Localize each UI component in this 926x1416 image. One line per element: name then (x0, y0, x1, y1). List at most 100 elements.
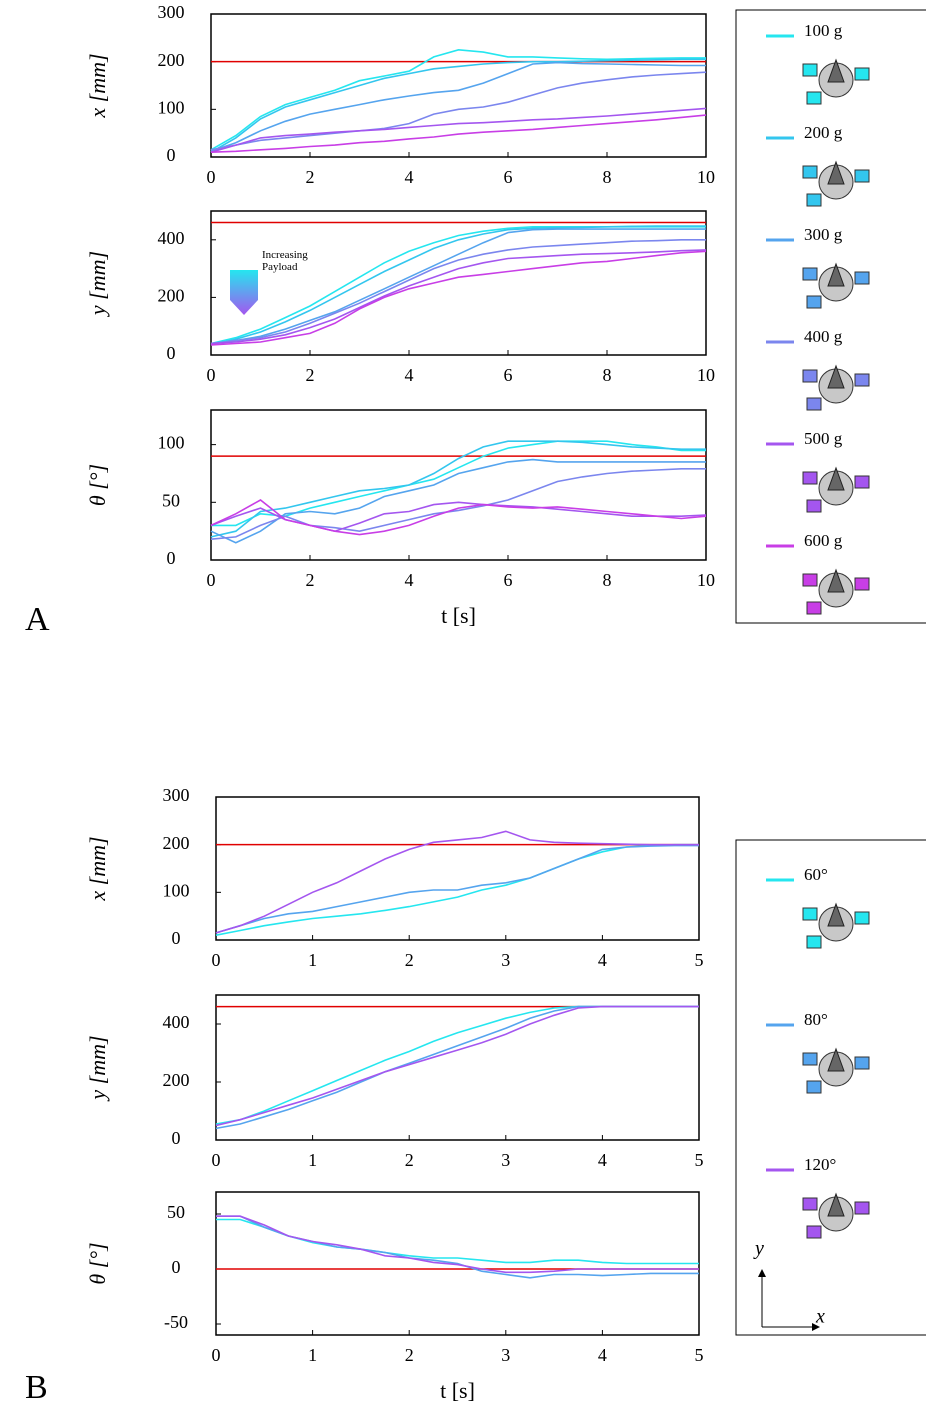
x-tick-label: 6 (504, 365, 513, 385)
series-line (216, 1215, 699, 1274)
series-line (210, 114, 707, 153)
robot-module (854, 1201, 870, 1215)
legend-label: 300 g (804, 225, 843, 244)
x-tick-label: 4 (598, 1345, 607, 1365)
robot-payload (827, 58, 845, 83)
robot-module (802, 907, 818, 921)
series-line (215, 1005, 699, 1125)
robot-module (854, 67, 870, 81)
x-tick-label: 2 (405, 950, 414, 970)
x-tick-label: 5 (695, 1150, 704, 1170)
x-tick-label: 5 (695, 950, 704, 970)
x-tick-label: 10 (697, 365, 715, 385)
y-tick-label: 0 (167, 145, 176, 165)
axis-name: x (815, 1306, 825, 1328)
robot-module (854, 911, 870, 925)
robot-module (854, 577, 870, 591)
robot-module (806, 193, 822, 207)
plot-frame (215, 796, 700, 941)
y-tick-label: 0 (167, 548, 176, 568)
robot-module (854, 373, 870, 387)
series-line (210, 48, 706, 151)
y-tick-label: 400 (158, 228, 185, 248)
x-tick-label: 2 (405, 1345, 414, 1365)
robot-payload (827, 364, 845, 389)
y-axis-label: θ [°] (85, 1242, 110, 1284)
robot-module (806, 601, 822, 615)
x-tick-label: 0 (207, 167, 216, 187)
annotation: Increasing Payload (262, 249, 308, 273)
robot-payload (827, 1192, 845, 1217)
robot-payload (827, 902, 845, 927)
robot-module (806, 397, 822, 411)
series-line (210, 61, 706, 153)
robot-module (802, 471, 818, 485)
x-axis-label: t [s] (441, 603, 476, 628)
y-tick-label: -50 (164, 1312, 188, 1332)
x-tick-label: 3 (501, 1150, 510, 1170)
series-line (210, 458, 706, 544)
series-line (215, 1005, 699, 1130)
series-line (210, 249, 707, 345)
x-tick-label: 2 (405, 1150, 414, 1170)
robot-module (806, 295, 822, 309)
y-axis-label: θ [°] (85, 464, 110, 506)
x-tick-label: 2 (306, 365, 315, 385)
x-tick-label: 4 (598, 950, 607, 970)
x-tick-label: 2 (306, 167, 315, 187)
x-tick-label: 4 (405, 167, 414, 187)
x-tick-label: 10 (697, 570, 715, 590)
legend-label: 120° (804, 1155, 836, 1174)
y-tick-label: 200 (163, 833, 190, 853)
series-line (210, 228, 706, 345)
payload-arrow (230, 270, 258, 315)
robot-module (806, 1080, 822, 1094)
x-tick-label: 0 (212, 1150, 221, 1170)
series-line (210, 499, 707, 536)
x-tick-label: 6 (504, 167, 513, 187)
robot-module (806, 935, 822, 949)
series-line (210, 58, 706, 153)
series-line (211, 440, 706, 527)
y-axis-label: x [mm] (85, 836, 110, 901)
x-tick-label: 8 (603, 570, 612, 590)
robot-payload (827, 1047, 845, 1072)
robot-module (802, 573, 818, 587)
axis-arrowhead (758, 1269, 766, 1277)
plot-frame (210, 210, 707, 356)
robot-module (802, 1197, 818, 1211)
x-tick-label: 5 (695, 1345, 704, 1365)
robot-payload (827, 568, 845, 593)
y-tick-label: 50 (167, 1202, 185, 1222)
robot-module (802, 63, 818, 77)
plot-frame (210, 409, 707, 561)
robot-module (854, 169, 870, 183)
series-line (210, 468, 706, 540)
legend-label: 500 g (804, 429, 843, 448)
axis-name: y (753, 1238, 764, 1260)
series-line (210, 440, 706, 538)
legend-label: 100 g (804, 21, 843, 40)
robot-module (802, 267, 818, 281)
robot-module (854, 1056, 870, 1070)
x-tick-label: 8 (603, 365, 612, 385)
y-tick-label: 400 (163, 1012, 190, 1032)
legend-label: 400 g (804, 327, 843, 346)
y-tick-label: 0 (172, 928, 181, 948)
robot-module (802, 369, 818, 383)
x-tick-label: 0 (212, 950, 221, 970)
x-tick-label: 3 (501, 950, 510, 970)
y-tick-label: 200 (158, 50, 185, 70)
series-line (210, 250, 707, 346)
series-line (210, 239, 706, 345)
y-tick-label: 100 (158, 97, 185, 117)
legend-frame (735, 839, 926, 1336)
robot-payload (827, 160, 845, 185)
y-axis-label: x [mm] (85, 53, 110, 118)
robot-module (802, 1052, 818, 1066)
series-line (210, 71, 707, 151)
y-tick-label: 200 (163, 1070, 190, 1090)
legend-label: 600 g (804, 531, 843, 550)
